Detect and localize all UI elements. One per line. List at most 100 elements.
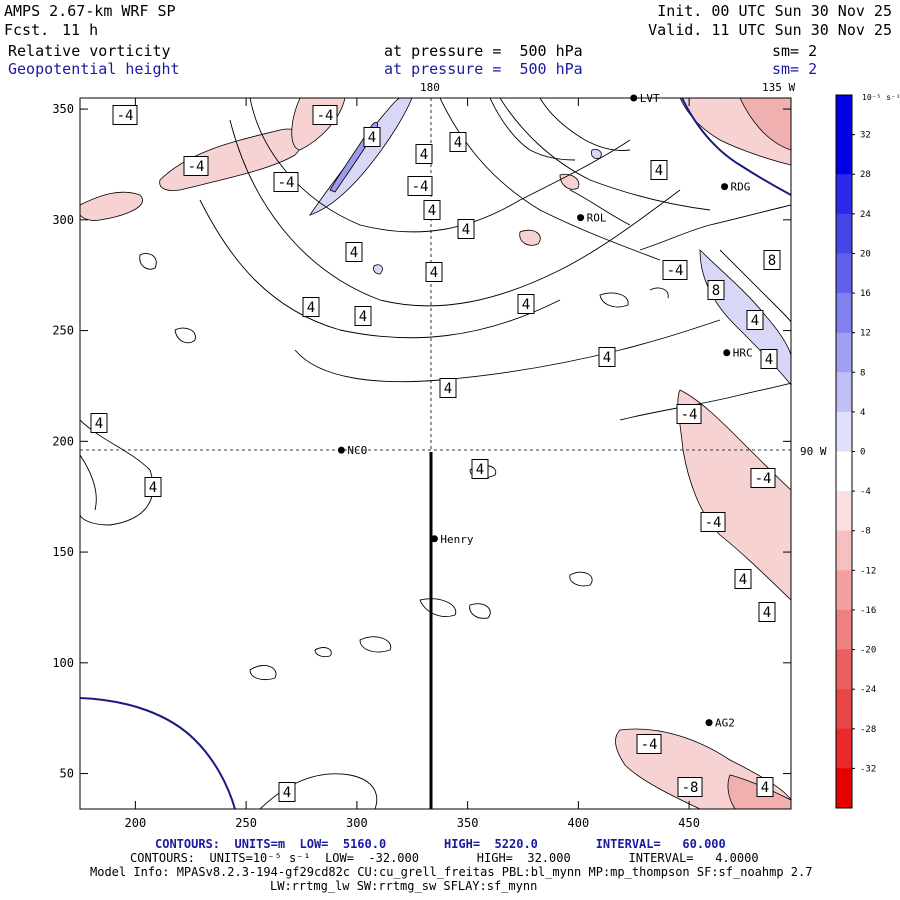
svg-text:4: 4 — [462, 222, 470, 238]
svg-text:-4: -4 — [641, 737, 658, 753]
contour-label: -8 — [677, 777, 703, 797]
station-label: HRC — [733, 347, 753, 360]
contour-label: -4 — [407, 176, 433, 196]
svg-text:4: 4 — [350, 245, 358, 261]
contour-label: 4 — [760, 349, 778, 369]
valid-time: Valid. 11 UTC Sun 30 Nov 25 — [648, 21, 892, 39]
svg-text:-4: -4 — [667, 263, 684, 279]
model-info-physics: LW:rrtmg_lw SW:rrtmg_sw SFLAY:sf_mynn — [270, 879, 538, 893]
svg-text:4: 4 — [603, 350, 611, 366]
forecast-value: 11 h — [62, 21, 99, 39]
y-tick-label: 50 — [60, 767, 74, 781]
svg-text:-4: -4 — [117, 108, 134, 124]
station-label: Henry — [440, 533, 473, 546]
y-tick-label: 200 — [52, 434, 74, 448]
contour-label: -4 — [112, 105, 138, 125]
svg-text:4: 4 — [751, 313, 759, 329]
plot-frame — [79, 97, 792, 810]
x-tick-label: 200 — [125, 816, 147, 830]
contour-label: -4 — [700, 512, 726, 532]
smoothing-2: sm= 2 — [772, 60, 818, 78]
y-tick-label: 250 — [52, 324, 74, 338]
contour-label: 4 — [144, 477, 162, 497]
station-marker — [630, 94, 638, 102]
contour-label: 4 — [302, 297, 320, 317]
contour-label: 4 — [423, 200, 441, 220]
height-contour-info: CONTOURS: UNITS=m LOW= 5160.0 HIGH= 5220… — [155, 837, 726, 851]
svg-text:4: 4 — [522, 297, 530, 313]
contour-label: 8 — [763, 250, 781, 270]
svg-text:4: 4 — [149, 480, 157, 496]
contour-label: -4 — [312, 105, 338, 125]
svg-text:4: 4 — [420, 147, 428, 163]
forecast-label: Fcst. — [4, 21, 50, 39]
station-marker — [337, 446, 345, 454]
colorbar-unit: 10⁻⁵ s⁻¹ — [862, 93, 900, 102]
contour-label: 4 — [90, 413, 108, 433]
svg-text:-4: -4 — [317, 108, 334, 124]
contour-label: 4 — [734, 569, 752, 589]
station-label: ROL — [587, 212, 607, 225]
station-label: AG2 — [715, 717, 735, 730]
field-geopotential: Geopotential height — [8, 60, 180, 78]
svg-text:4: 4 — [430, 265, 438, 281]
contour-label: -4 — [750, 468, 776, 488]
contour-label: 4 — [457, 219, 475, 239]
station-marker — [577, 214, 585, 222]
init-time: Init. 00 UTC Sun 30 Nov 25 — [657, 2, 892, 20]
svg-text:4: 4 — [476, 462, 484, 478]
station-marker — [430, 535, 438, 543]
contour-label: -4 — [636, 734, 662, 754]
svg-text:4: 4 — [95, 416, 103, 432]
contour-label: 4 — [756, 777, 774, 797]
station-label: LVT — [640, 92, 660, 105]
svg-text:4: 4 — [368, 130, 376, 146]
svg-text:8: 8 — [712, 283, 720, 299]
svg-text:4: 4 — [761, 780, 769, 796]
contour-label: 8 — [707, 280, 725, 300]
svg-text:4: 4 — [454, 135, 462, 151]
svg-text:4: 4 — [655, 163, 663, 179]
x-tick-label: 250 — [235, 816, 257, 830]
station-label: RDG — [731, 181, 751, 194]
contour-label: 4 — [746, 310, 764, 330]
contour-label: 4 — [471, 459, 489, 479]
lon-label-top: 180 — [420, 81, 440, 94]
svg-text:-8: -8 — [682, 780, 699, 796]
x-tick-label: 450 — [678, 816, 700, 830]
x-tick-label: 350 — [457, 816, 479, 830]
station-label: NCO — [347, 444, 367, 457]
model-title: AMPS 2.67-km WRF SP — [4, 2, 176, 20]
x-tick-label: 400 — [568, 816, 590, 830]
svg-text:-4: -4 — [705, 515, 722, 531]
svg-text:-4: -4 — [188, 159, 205, 175]
contour-label: 4 — [758, 602, 776, 622]
station-marker — [705, 719, 713, 727]
contour-label: -4 — [676, 404, 702, 424]
contour-label: 4 — [345, 242, 363, 262]
y-tick-label: 150 — [52, 545, 74, 559]
svg-text:4: 4 — [739, 572, 747, 588]
svg-text:4: 4 — [283, 785, 291, 801]
contour-label: 4 — [449, 132, 467, 152]
svg-text:-4: -4 — [755, 471, 772, 487]
model-info: Model Info: MPASv8.2.3-194-gf29cd82c CU:… — [90, 865, 813, 879]
svg-text:4: 4 — [444, 381, 452, 397]
x-tick-label: 300 — [346, 816, 368, 830]
contour-label: 4 — [425, 262, 443, 282]
smoothing-1: sm= 2 — [772, 42, 818, 60]
y-tick-label: 300 — [52, 213, 74, 227]
lon-label-top-right: 135 W — [762, 81, 796, 94]
contour-label: 4 — [598, 347, 616, 367]
contour-label: -4 — [273, 172, 299, 192]
svg-text:4: 4 — [307, 300, 315, 316]
contour-label: 4 — [363, 127, 381, 147]
contour-label: -4 — [662, 260, 688, 280]
svg-text:4: 4 — [359, 309, 367, 325]
svg-text:4: 4 — [428, 203, 436, 219]
pressure-level-2: at pressure = 500 hPa — [384, 60, 583, 78]
contour-label: 4 — [517, 294, 535, 314]
svg-text:4: 4 — [763, 605, 771, 621]
contour-label: -4 — [183, 156, 209, 176]
lon-label-right: 90 W — [800, 445, 827, 458]
